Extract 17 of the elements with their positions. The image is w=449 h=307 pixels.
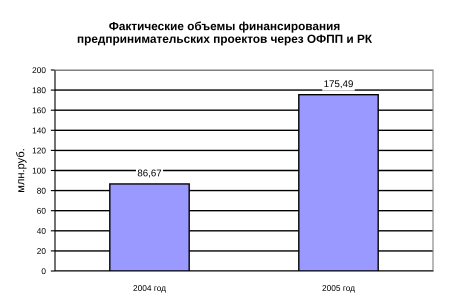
y-tick-label: 60 — [37, 208, 46, 214]
x-tick-label: 2005 год — [322, 285, 355, 293]
y-tick-label: 20 — [37, 248, 46, 254]
y-tick-label: 160 — [32, 107, 46, 114]
y-tick-label: 120 — [32, 148, 46, 154]
y-tick-label: 200 — [32, 67, 46, 74]
data-label: 86,67 — [138, 170, 162, 178]
y-tick-label: 0 — [42, 268, 46, 274]
y-tick-label: 100 — [32, 168, 46, 174]
y-tick-label: 140 — [32, 128, 46, 134]
x-tick-label: 2004 год — [133, 285, 166, 293]
chart-title: Фактические объемы финансирования предпринимательских проектов через ОФПП и РК — [78, 21, 372, 46]
data-label: 175,49 — [324, 80, 353, 88]
y-axis-title: млн.руб. — [16, 149, 27, 192]
y-tick-label: 80 — [37, 188, 46, 194]
y-tick-label: 180 — [32, 87, 46, 94]
y-tick-label: 40 — [36, 228, 46, 234]
